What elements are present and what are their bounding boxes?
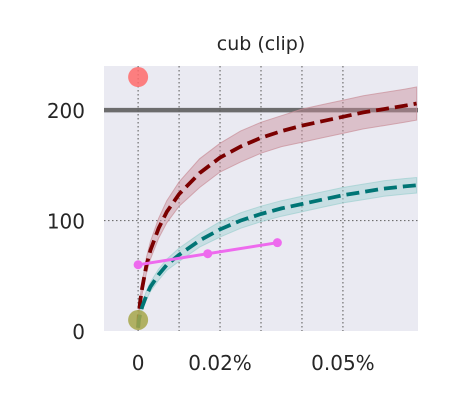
x-tick-labels: 0 0.02% 0.05%	[132, 351, 375, 375]
y-tick-label: 0	[72, 320, 85, 344]
x-tick-label: 0.05%	[311, 351, 375, 375]
point-markers	[128, 67, 282, 330]
y-tick-labels: 0 100 200	[47, 99, 85, 344]
y-tick-label: 200	[47, 99, 85, 123]
highlight-marker	[128, 67, 149, 88]
series-0-band	[137, 86, 418, 330]
series-2-point	[203, 249, 213, 259]
series-2-point	[272, 238, 282, 248]
x-tick-label: 0	[132, 351, 145, 375]
series-0-line	[136, 101, 417, 328]
x-tick-label: 0.02%	[188, 351, 252, 375]
highlight-marker	[128, 309, 149, 330]
series-2-point	[133, 260, 143, 270]
chart-title: cub (clip)	[217, 33, 305, 55]
y-tick-label: 100	[47, 210, 85, 234]
series-1-line	[136, 183, 417, 328]
